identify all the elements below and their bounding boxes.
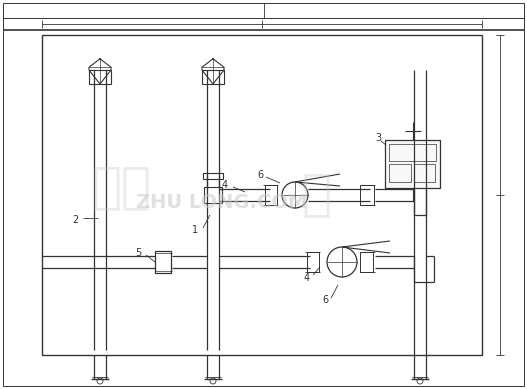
Bar xyxy=(385,140,440,188)
Text: 4: 4 xyxy=(222,180,228,190)
Bar xyxy=(204,187,222,203)
Text: 2: 2 xyxy=(72,215,78,225)
Bar xyxy=(89,70,111,84)
Bar xyxy=(307,252,319,272)
Text: ZHU LONG.COM: ZHU LONG.COM xyxy=(136,193,307,212)
Bar xyxy=(360,252,373,272)
Bar xyxy=(155,251,171,273)
Bar xyxy=(202,70,224,84)
Bar xyxy=(389,144,436,161)
Text: 1: 1 xyxy=(192,225,198,235)
Bar xyxy=(265,185,277,205)
Bar xyxy=(360,185,374,205)
Text: 图: 图 xyxy=(301,170,331,219)
Text: 4: 4 xyxy=(304,273,310,283)
Bar xyxy=(389,164,411,182)
Text: 3: 3 xyxy=(375,133,381,143)
Bar xyxy=(42,35,482,355)
Text: 6: 6 xyxy=(257,170,263,180)
Text: 6: 6 xyxy=(322,295,328,305)
Text: 筑龙: 筑龙 xyxy=(91,163,151,211)
Text: 5: 5 xyxy=(135,248,141,258)
Bar xyxy=(414,164,435,182)
Bar xyxy=(203,173,223,179)
